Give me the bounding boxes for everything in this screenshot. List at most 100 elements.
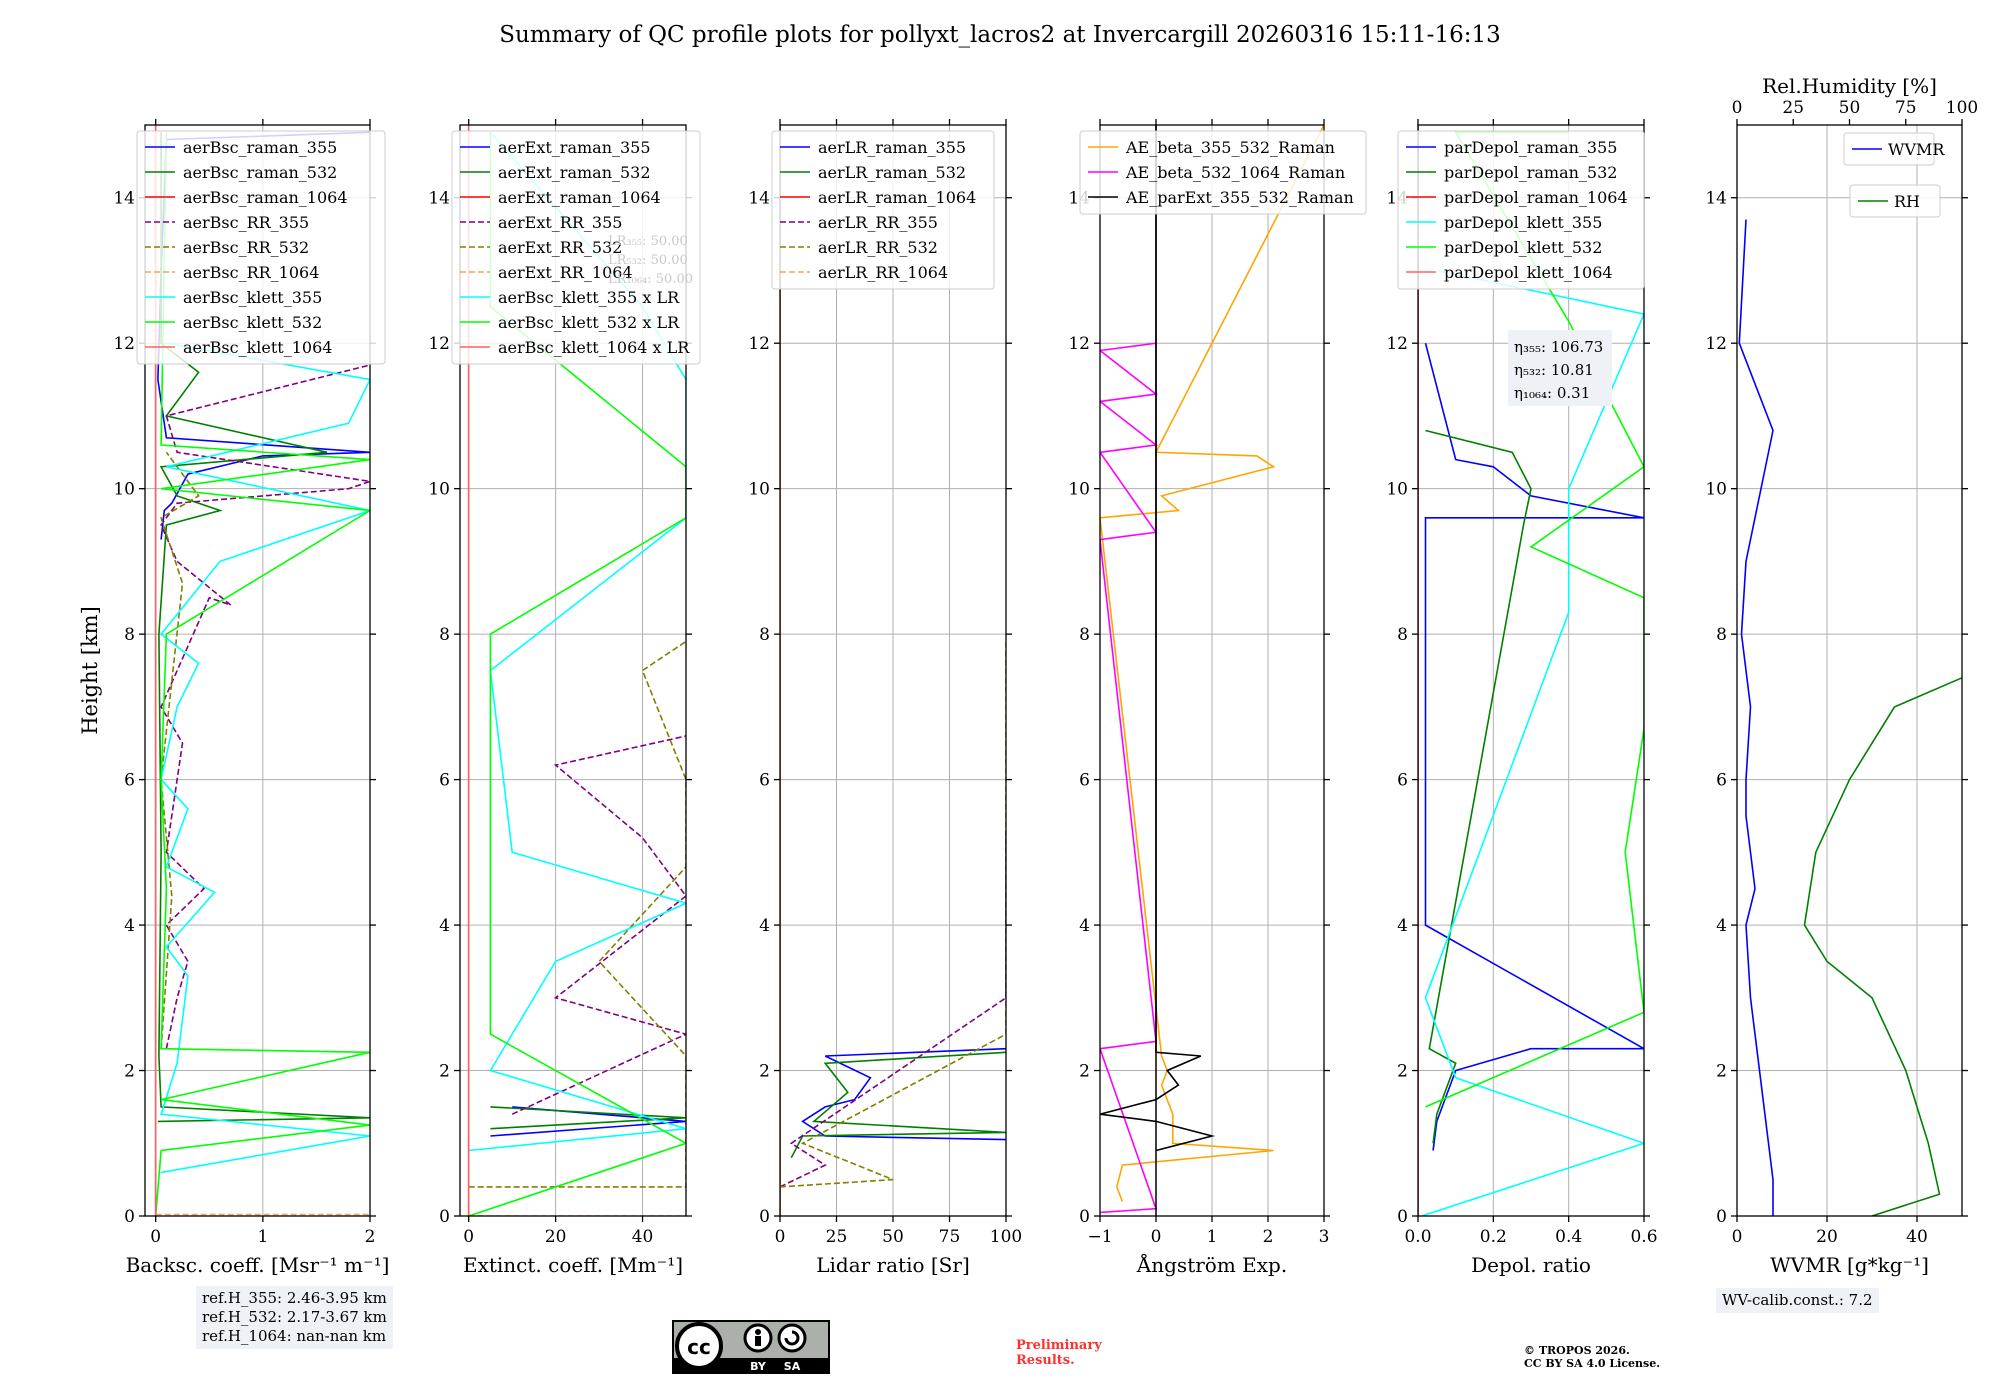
cc-sa-label: SA: [784, 1360, 801, 1373]
legend-label: aerExt_RR_1064: [498, 263, 633, 282]
legend-label: aerBsc_klett_532 x LR: [498, 313, 680, 332]
x-tick-label: 0.2: [1480, 1227, 1507, 1247]
y-tick-label: 6: [124, 771, 135, 791]
y-tick-label: 8: [1397, 625, 1408, 645]
y-tick-label: 0: [1397, 1207, 1408, 1227]
axes-frame: [144, 124, 371, 1217]
x-tick-label: 0: [150, 1227, 161, 1247]
y-tick-label: 8: [1079, 625, 1090, 645]
panel-extinction: 0 2 4 6 8 10 12 14 0 20 40 Extinct. coeff. [Mm⁻¹] ae…: [428, 119, 701, 1277]
legend-label: aerLR_raman_1064: [818, 188, 976, 207]
y-tick-label: 0: [1716, 1207, 1727, 1227]
top-x-tick-label: 75: [1895, 98, 1917, 118]
copyright-line-1: © TROPOS 2026.: [1524, 1344, 1630, 1357]
x-tick-label: 0.6: [1630, 1227, 1657, 1247]
y-tick-label: 8: [439, 625, 450, 645]
lr-annotation-line: LR₅₃₂: 50.00: [608, 253, 688, 268]
top-x-tick-label: 100: [1946, 98, 1978, 118]
y-tick-label: 12: [748, 334, 770, 354]
series-line-ae-beta-355-532-raman: [1100, 125, 1324, 1202]
legend-label: AE_beta_532_1064_Raman: [1125, 163, 1345, 182]
legend: WVMR RH: [1843, 132, 1945, 218]
legend-label: parDepol_raman_355: [1444, 138, 1617, 157]
y-tick-label: 4: [759, 916, 770, 936]
series-line-aerbsc-rr-355: [160, 364, 370, 1049]
y-tick-label: 4: [1397, 916, 1408, 936]
x-tick-label: −1: [1087, 1227, 1112, 1247]
legend-label: RH: [1894, 192, 1920, 211]
svg-text:cc: cc: [687, 1335, 711, 1359]
legend: parDepol_raman_355 parDepol_raman_532 parD…: [1397, 130, 1645, 290]
series-group: [1100, 125, 1324, 1216]
y-tick-label: 14: [113, 189, 135, 209]
legend-label: aerBsc_RR_1064: [183, 263, 319, 282]
x-tick-label: 0.0: [1404, 1227, 1431, 1247]
x-axis-label: Backsc. coeff. [Msr⁻¹ m⁻¹]: [126, 1253, 390, 1277]
legend-label: WVMR: [1888, 140, 1945, 159]
y-tick-label: 0: [759, 1207, 770, 1227]
y-tick-label: 10: [1705, 480, 1727, 500]
x-axis-label: Extinct. coeff. [Mm⁻¹]: [463, 1253, 683, 1277]
creative-commons-icon: cc BY SA: [672, 1320, 830, 1374]
series-line-aerbsc-raman-532: [157, 132, 370, 1123]
y-tick-label: 14: [748, 189, 770, 209]
legend-frame: [1849, 184, 1941, 218]
figure-title: Summary of QC profile plots for pollyxt_…: [499, 22, 1501, 48]
eta-annotation-bg: [1508, 330, 1612, 406]
series-line-pardepol-raman-532: [1425, 429, 1532, 1144]
y-tick-label: 4: [124, 916, 135, 936]
y-tick-label: 14: [1705, 189, 1727, 209]
lr-annotation: LR₃₅₅: 50.00 LR₅₃₂: 50.00 LR₁₀₆₄: 50.00: [608, 234, 693, 287]
legend: AE_beta_355_532_Raman AE_beta_532_1064_Ra…: [1079, 130, 1367, 215]
legend: aerExt_raman_355 aerExt_raman_532 aerExt_r…: [451, 130, 701, 365]
series-line-aerlr-rr-532: [780, 641, 1006, 1188]
legend-label: aerBsc_raman_355: [183, 138, 337, 157]
y-tick-label: 2: [759, 1062, 770, 1082]
legend-label: AE_parExt_355_532_Raman: [1125, 188, 1354, 207]
legend-label: aerBsc_klett_1064 x LR: [498, 338, 690, 357]
legend-label: aerBsc_raman_1064: [183, 188, 348, 207]
preliminary-results-note: Preliminary Results.: [1016, 1338, 1102, 1368]
lr-annotation-line: LR₃₅₅: 50.00: [608, 234, 688, 249]
x-tick-label: 1: [257, 1227, 268, 1247]
eta-annotation-line: η₅₃₂: 10.81: [1514, 361, 1594, 379]
series-line-pardepol-raman-355: [1424, 342, 1644, 1151]
series-line-aerext-rr-355: [511, 735, 686, 1115]
y-tick-label: 10: [748, 480, 770, 500]
series-line-aerbsc-klett-532: [154, 132, 370, 1216]
x-tick-label: 0: [775, 1227, 786, 1247]
series-group: [1738, 219, 1962, 1216]
x-tick-label: 50: [882, 1227, 904, 1247]
ref-height-532: ref.H_532: 2.17-3.67 km: [202, 1308, 387, 1326]
legend-label: AE_beta_355_532_Raman: [1125, 138, 1335, 157]
legend-label: aerLR_RR_355: [818, 213, 938, 232]
series-line-rh: [1803, 677, 1962, 1216]
y-axis-label: Height [km]: [78, 606, 102, 735]
panel-lidar_ratio: 0 2 4 6 8 10 12 14 0 25 50 75 100 Lidar ratio [Sr] aer…: [748, 119, 1022, 1277]
y-tick-label: 14: [428, 189, 450, 209]
y-tick-label: 2: [439, 1062, 450, 1082]
x-tick-label: 100: [990, 1227, 1022, 1247]
top-x-tick-label: 50: [1839, 98, 1861, 118]
legend-label: aerBsc_RR_532: [183, 238, 309, 257]
legend-label: aerExt_raman_355: [498, 138, 651, 157]
legend-label: aerExt_RR_355: [498, 213, 622, 232]
legend-label: aerLR_raman_532: [818, 163, 966, 182]
cc-license-badge[interactable]: cc BY SA: [672, 1320, 830, 1374]
series-line-aerext-rr-532: [468, 640, 686, 1188]
legend-frame: [771, 130, 995, 290]
legend-frame: [1843, 132, 1935, 166]
x-axis-label: WVMR [g*kg⁻¹]: [1770, 1253, 1929, 1277]
top-x-tick-label: 0: [1732, 98, 1743, 118]
legend-frame: [1079, 130, 1367, 215]
x-tick-label: 40: [632, 1227, 654, 1247]
y-tick-label: 2: [1397, 1062, 1408, 1082]
legend-label: aerLR_RR_532: [818, 238, 938, 257]
series-line-aerlr-rr-355: [780, 830, 1006, 1188]
series-line-aerbsc-rr-532: [160, 451, 200, 1049]
x-tick-label: 2: [1263, 1227, 1274, 1247]
wv-calibration-box: WV-calib.const.: 7.2: [1716, 1288, 1879, 1313]
